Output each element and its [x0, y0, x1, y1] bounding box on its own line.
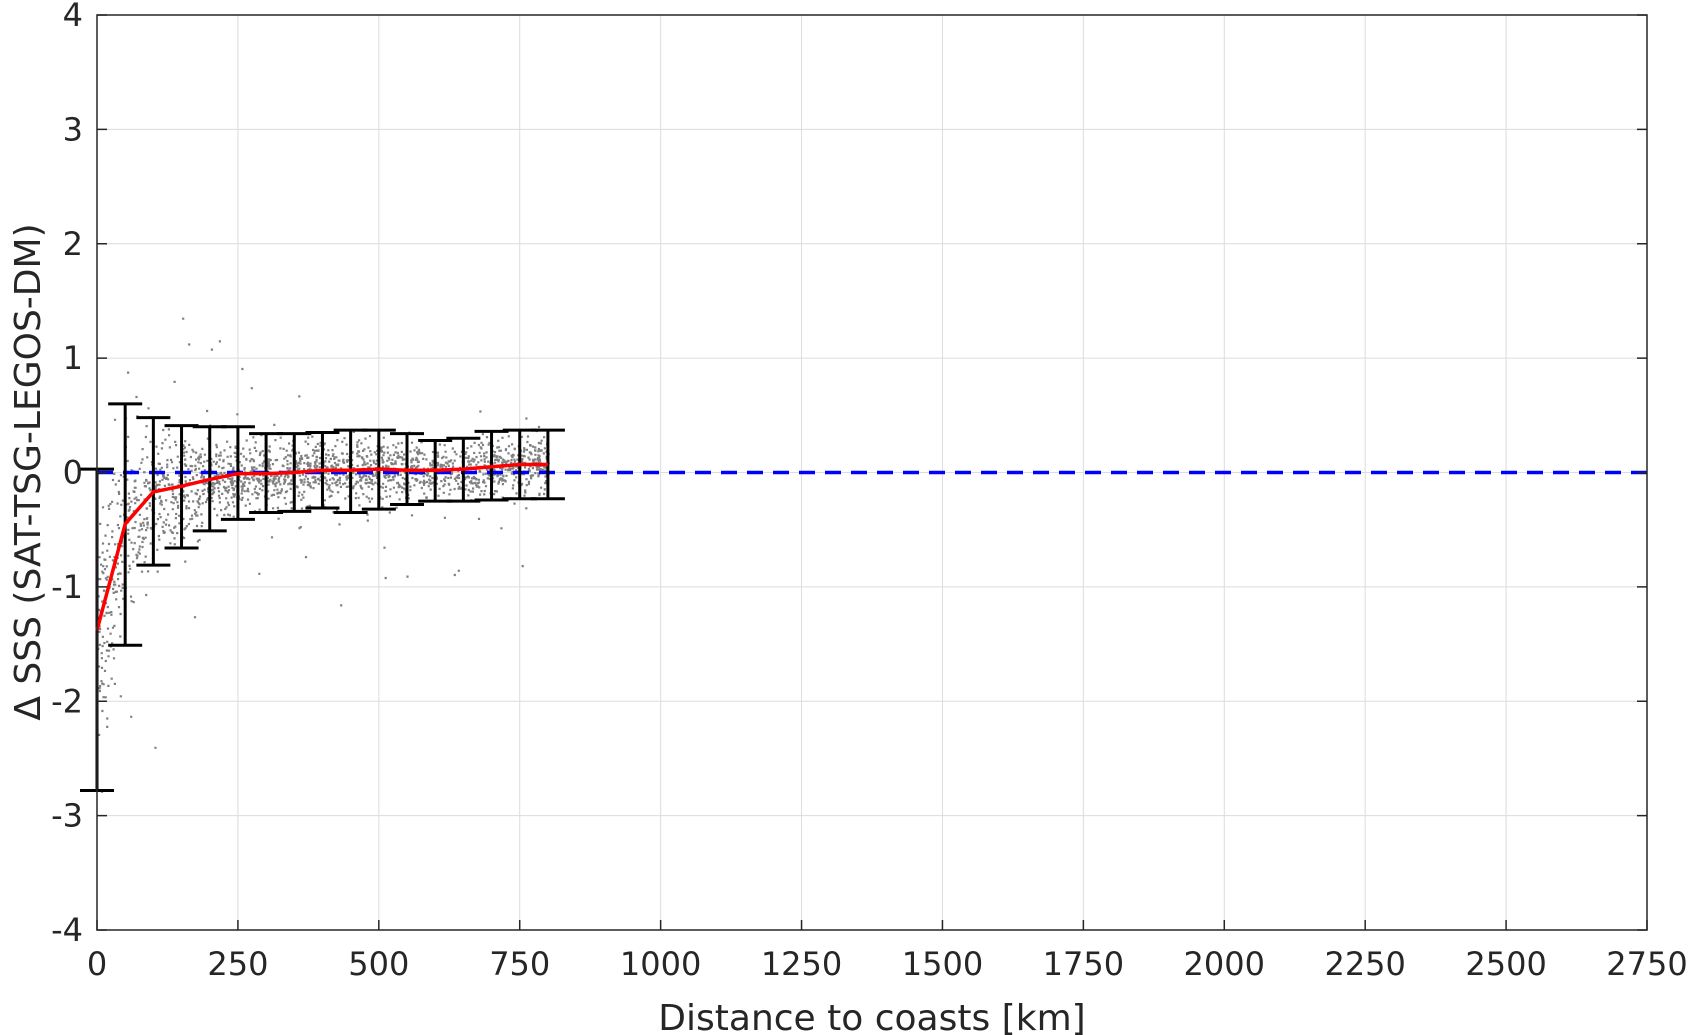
- x-tick-label: 2250: [1324, 945, 1405, 983]
- x-tick-label: 500: [348, 945, 409, 983]
- x-tick-label: 1750: [1043, 945, 1124, 983]
- y-tick-label: -2: [51, 682, 83, 720]
- y-tick-label: 3: [63, 110, 83, 148]
- x-tick-label: 750: [489, 945, 550, 983]
- mean-line: [95, 462, 548, 631]
- x-tick-label: 2500: [1465, 945, 1546, 983]
- y-axis-label: Δ SSS (SAT-TSG-LEGOS-DM): [8, 223, 49, 720]
- x-tick-label: 0: [87, 945, 107, 983]
- y-tick-label: -4: [51, 911, 83, 949]
- y-tick-label: 0: [63, 454, 83, 492]
- mean-curve: [95, 462, 548, 631]
- error-bar: [530, 428, 565, 501]
- x-tick-label: 1250: [761, 945, 842, 983]
- y-tick-label: -3: [51, 797, 83, 835]
- y-tick-label: -1: [51, 568, 83, 606]
- y-tick-label: 2: [63, 225, 83, 263]
- x-tick-label: 250: [207, 945, 268, 983]
- y-tick-label: 4: [63, 0, 83, 34]
- x-tick-label: 1500: [902, 945, 983, 983]
- y-tick-label: 1: [63, 339, 83, 377]
- x-axis-label: Distance to coasts [km]: [658, 998, 1085, 1035]
- x-tick-label: 1000: [620, 945, 701, 983]
- x-tick-label: 2750: [1606, 945, 1687, 983]
- x-axis-ticks: 0 250 500 750 1000 1250 1500 1750 2000 2250 2500 27…: [87, 920, 1688, 983]
- x-tick-label: 2000: [1184, 945, 1265, 983]
- y-axis-ticks: -4 -3 -2 -1 0 1 2 3 4: [51, 0, 1647, 949]
